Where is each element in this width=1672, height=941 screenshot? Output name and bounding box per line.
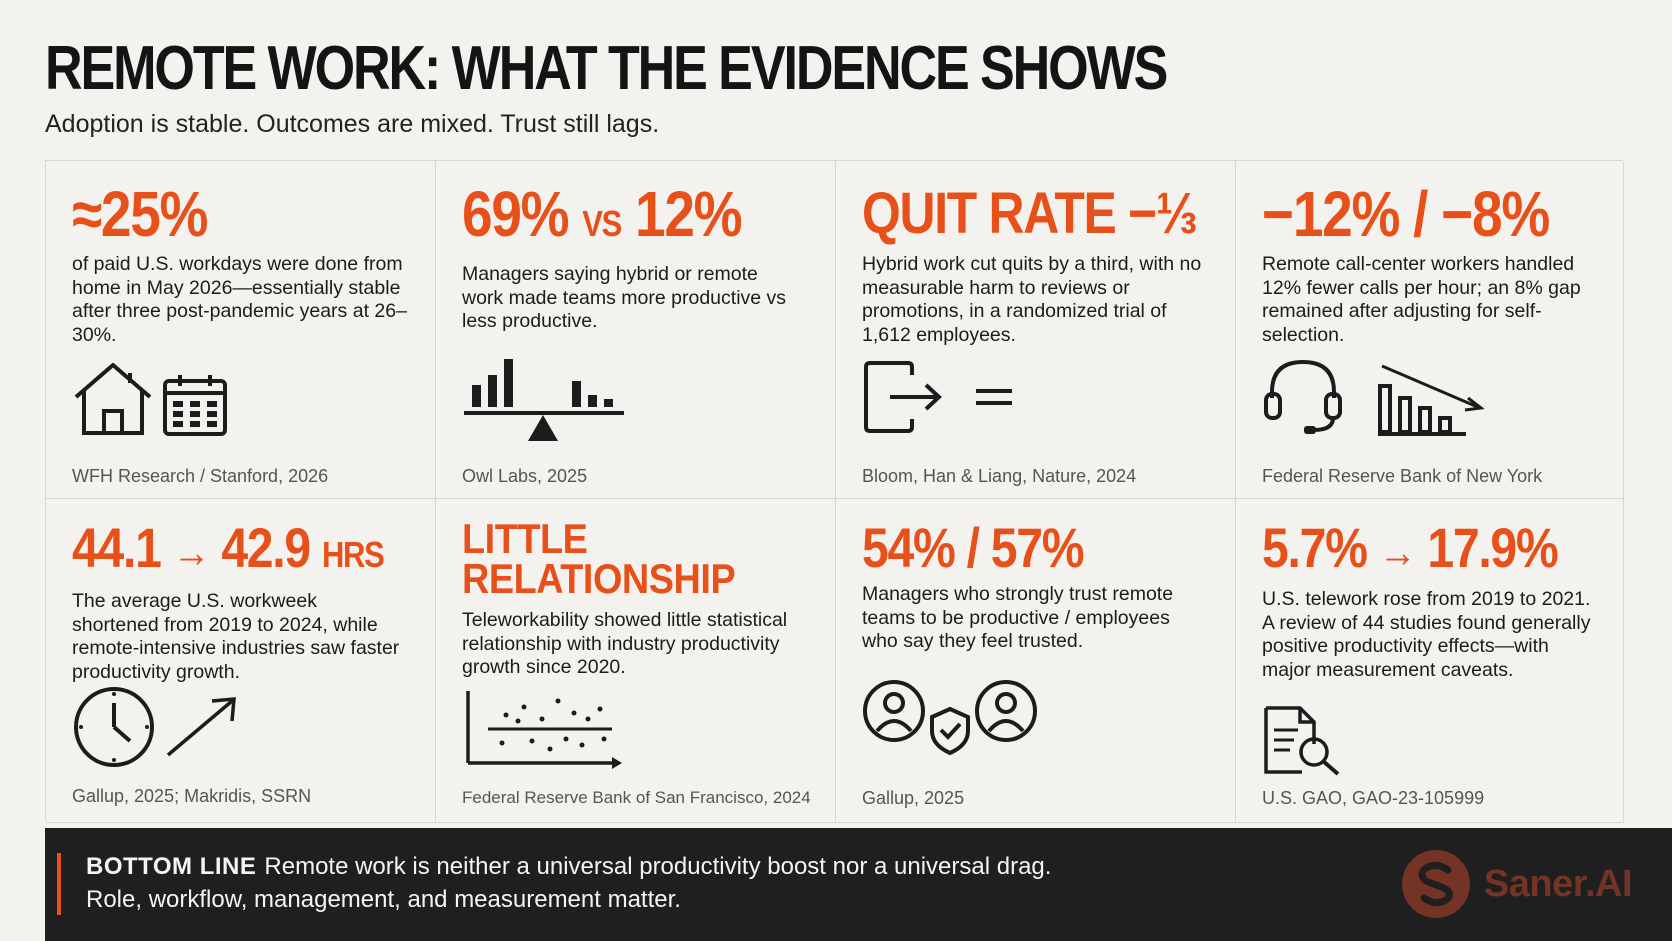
stat-description: Remote call-center workers handled 12% f…: [1262, 253, 1581, 346]
stat-source: Federal Reserve Bank of San Francisco, 2…: [462, 788, 811, 807]
stat-description: Hybrid work cut quits by a third, with n…: [862, 253, 1202, 346]
header: REMOTE WORK: WHAT THE EVIDENCE SHOWS Ado…: [45, 34, 1625, 139]
stat-value: −12% / −8%: [1262, 178, 1550, 250]
stat-value-b: 42.9: [221, 516, 311, 579]
stat-card-trust: 54% / 57% Managers who strongly trust re…: [836, 499, 1236, 823]
bottom-line-banner: BOTTOM LINE Remote work is neither a univ…: [45, 828, 1672, 941]
stat-description: U.S. telework rose from 2019 to 2021. A …: [1262, 588, 1591, 681]
stat-description: Managers saying hybrid or remote work ma…: [462, 263, 787, 332]
stat-value-a: 69%: [462, 178, 570, 250]
document-search-icon: [1264, 706, 1340, 776]
stat-source: Federal Reserve Bank of New York: [1262, 466, 1543, 486]
page-subtitle: Adoption is stable. Outcomes are mixed. …: [45, 110, 660, 138]
house-icon: [74, 363, 152, 435]
scatter-plot-icon: [466, 691, 622, 769]
stat-description: Teleworkability showed little statistica…: [462, 609, 788, 678]
stat-source: WFH Research / Stanford, 2026: [72, 466, 329, 486]
stats-grid: ≈25% of paid U.S. workdays were done fro…: [45, 160, 1624, 823]
stat-line-1: LITTLE: [462, 515, 588, 562]
stat-card-call-center: −12% / −8% Remote call-center workers ha…: [1236, 161, 1624, 499]
stat-source: Gallup, 2025: [862, 788, 965, 808]
saner-logo-icon: [1401, 850, 1470, 918]
stat-description: The average U.S. workweek shortened from…: [72, 590, 400, 683]
icon-group: [1262, 704, 1346, 776]
stat-value: 44.1 → 42.9 HRS: [72, 516, 385, 584]
brand-watermark: Saner.AI: [1400, 848, 1633, 920]
stat-value-b: 12%: [635, 178, 743, 250]
stat-source: Owl Labs, 2025: [462, 466, 588, 486]
icon-group: [72, 361, 228, 437]
stat-card-wfh-share: ≈25% of paid U.S. workdays were done fro…: [46, 161, 436, 499]
stat-description: Managers who strongly trust remote teams…: [862, 583, 1174, 652]
stat-description: of paid U.S. workdays were done from hom…: [72, 253, 407, 346]
stat-source: U.S. GAO, GAO-23-105999: [1262, 788, 1485, 808]
stat-arrow: →: [1378, 528, 1417, 577]
bottom-line-text: BOTTOM LINE Remote work is neither a univ…: [86, 850, 1186, 916]
stat-source: Bloom, Han & Liang, Nature, 2024: [862, 466, 1137, 486]
stat-source: Gallup, 2025; Makridis, SSRN: [72, 786, 312, 806]
icon-group: [462, 689, 628, 769]
clock-icon: [74, 687, 154, 767]
bottom-line-sentence-2: Role, workflow, management, and measurem…: [86, 886, 681, 913]
stat-unit: HRS: [321, 534, 385, 575]
declining-bars-icon: [1378, 364, 1485, 436]
balance-bars-icon: [464, 359, 624, 441]
stat-card-teleworkability: LITTLE RELATIONSHIP Teleworkability show…: [436, 499, 836, 823]
headset-icon: [1264, 359, 1342, 434]
bottom-line-label: BOTTOM LINE: [86, 853, 257, 880]
stat-value: 54% / 57%: [862, 516, 1085, 579]
stat-value: LITTLE RELATIONSHIP: [462, 515, 768, 602]
icon-group: [1262, 354, 1486, 436]
people-trust-icon: [863, 680, 1037, 755]
exit-arrow-icon: [864, 361, 942, 433]
stat-value-a: 44.1: [72, 516, 162, 579]
stat-card-quit-rate: QUIT RATE −⅓ Hybrid work cut quits by a …: [836, 161, 1236, 499]
stat-value-a: 5.7%: [1262, 516, 1368, 579]
icon-group: [462, 351, 624, 447]
brand-name: Saner.AI: [1483, 862, 1633, 905]
stat-line-2: RELATIONSHIP: [462, 555, 736, 602]
stat-card-workweek: 44.1 → 42.9 HRS The average U.S. workwee…: [46, 499, 436, 823]
stat-value: ≈25%: [72, 178, 208, 250]
trend-arrow-icon: [166, 697, 236, 757]
stat-card-telework-gao: 5.7% → 17.9% U.S. telework rose from 201…: [1236, 499, 1624, 823]
page-title: REMOTE WORK: WHAT THE EVIDENCE SHOWS: [45, 34, 1168, 103]
stat-value: QUIT RATE −⅓: [862, 181, 1197, 246]
equals-icon: [976, 389, 1012, 405]
stat-value-b: 17.9%: [1427, 516, 1558, 579]
stat-arrow: →: [172, 528, 211, 577]
stat-value: 69% VS 12%: [462, 181, 760, 257]
icon-group: [72, 685, 240, 769]
icon-group: [862, 679, 1038, 755]
stat-value: 5.7% → 17.9%: [1262, 516, 1559, 582]
calendar-icon: [163, 375, 227, 436]
accent-bar: [57, 853, 61, 915]
bottom-line-sentence-1: Remote work is neither a universal produ…: [264, 853, 1052, 880]
stat-vs: VS: [582, 203, 622, 244]
icon-group: [862, 361, 1014, 433]
stat-card-manager-productivity: 69% VS 12% Managers saying hybrid or rem…: [436, 161, 836, 499]
